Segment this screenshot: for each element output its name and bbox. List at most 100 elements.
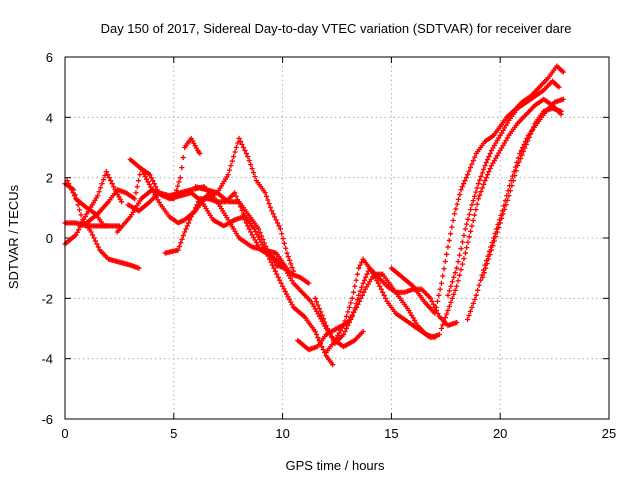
- data-point: [473, 189, 479, 195]
- data-point: [68, 187, 75, 193]
- data-point: [340, 322, 347, 329]
- data-point: [356, 292, 362, 298]
- data-point: [240, 144, 247, 151]
- data-point: [486, 169, 492, 175]
- data-point: [262, 190, 268, 196]
- data-point: [359, 284, 365, 290]
- data-point: [272, 268, 278, 274]
- data-point: [274, 271, 280, 277]
- data-point: [464, 221, 470, 227]
- data-point: [449, 279, 455, 285]
- data-point: [462, 178, 468, 184]
- data-point: [286, 296, 292, 303]
- data-point: [461, 232, 467, 239]
- data-point: [250, 170, 257, 176]
- data-point: [109, 181, 115, 187]
- data-point: [560, 96, 566, 102]
- series-track-14: [388, 63, 566, 317]
- data-point: [437, 286, 443, 292]
- data-point: [480, 274, 486, 280]
- data-point: [327, 331, 334, 338]
- series-track-17: [464, 96, 566, 323]
- data-point: [467, 165, 474, 171]
- data-point: [319, 312, 325, 318]
- data-point: [348, 316, 354, 323]
- data-point: [465, 239, 471, 245]
- data-point: [324, 325, 331, 332]
- data-point: [252, 174, 258, 180]
- data-point: [343, 313, 350, 320]
- data-point: [274, 220, 281, 226]
- data-point: [242, 147, 248, 154]
- data-point: [487, 251, 493, 258]
- data-point: [322, 319, 328, 325]
- data-point: [512, 173, 518, 179]
- data-point: [558, 108, 564, 114]
- x-tick-label: 25: [602, 426, 616, 441]
- series-track-10: [192, 184, 366, 350]
- data-point: [487, 166, 493, 172]
- data-point: [430, 301, 437, 307]
- data-point: [560, 69, 566, 75]
- series-track-15: [438, 96, 564, 332]
- data-point: [468, 228, 474, 234]
- data-point: [281, 240, 287, 247]
- data-point: [349, 295, 355, 301]
- data-point: [381, 292, 387, 298]
- data-point: [80, 219, 86, 225]
- data-point: [319, 344, 325, 350]
- data-point: [464, 316, 471, 323]
- data-point: [485, 256, 492, 262]
- data-point: [459, 184, 465, 190]
- data-point: [484, 172, 491, 178]
- data-point: [482, 178, 488, 184]
- data-point: [440, 322, 446, 328]
- data-point: [472, 154, 478, 160]
- x-tick-label: 10: [275, 426, 289, 441]
- data-point: [470, 300, 476, 306]
- data-point: [284, 250, 290, 256]
- data-point: [342, 318, 348, 324]
- x-tick-label: 15: [384, 426, 398, 441]
- data-point: [246, 157, 252, 164]
- data-point: [529, 127, 535, 134]
- data-point: [477, 192, 483, 198]
- data-point: [483, 265, 489, 271]
- data-point: [474, 201, 480, 207]
- data-point: [251, 226, 257, 232]
- data-point: [88, 229, 94, 235]
- data-point: [382, 295, 389, 301]
- data-point: [517, 155, 524, 162]
- data-point: [455, 278, 461, 284]
- data-point: [148, 184, 154, 190]
- data-point: [103, 169, 109, 175]
- y-tick-label: 2: [46, 171, 53, 186]
- data-point: [320, 316, 326, 322]
- data-point: [271, 265, 277, 271]
- data-point: [483, 159, 489, 166]
- data-point: [473, 207, 479, 213]
- data-point: [280, 283, 286, 289]
- data-point: [455, 196, 462, 202]
- data-point: [352, 305, 358, 311]
- data-point: [469, 304, 475, 310]
- data-point: [455, 259, 461, 265]
- data-point: [278, 280, 284, 286]
- data-point: [471, 193, 478, 199]
- data-point: [277, 226, 284, 232]
- data-point: [530, 124, 537, 130]
- data-point: [360, 280, 366, 286]
- data-point: [451, 291, 457, 297]
- data-point: [468, 207, 474, 213]
- y-tick-label: 0: [46, 231, 53, 246]
- data-point: [478, 173, 484, 180]
- data-point: [556, 84, 562, 90]
- data-point: [513, 168, 519, 174]
- data-point: [99, 181, 105, 187]
- data-point: [263, 243, 269, 250]
- data-point: [235, 140, 241, 146]
- data-point: [91, 235, 97, 241]
- data-point: [136, 265, 142, 271]
- data-point: [175, 247, 181, 253]
- data-point: [118, 199, 125, 205]
